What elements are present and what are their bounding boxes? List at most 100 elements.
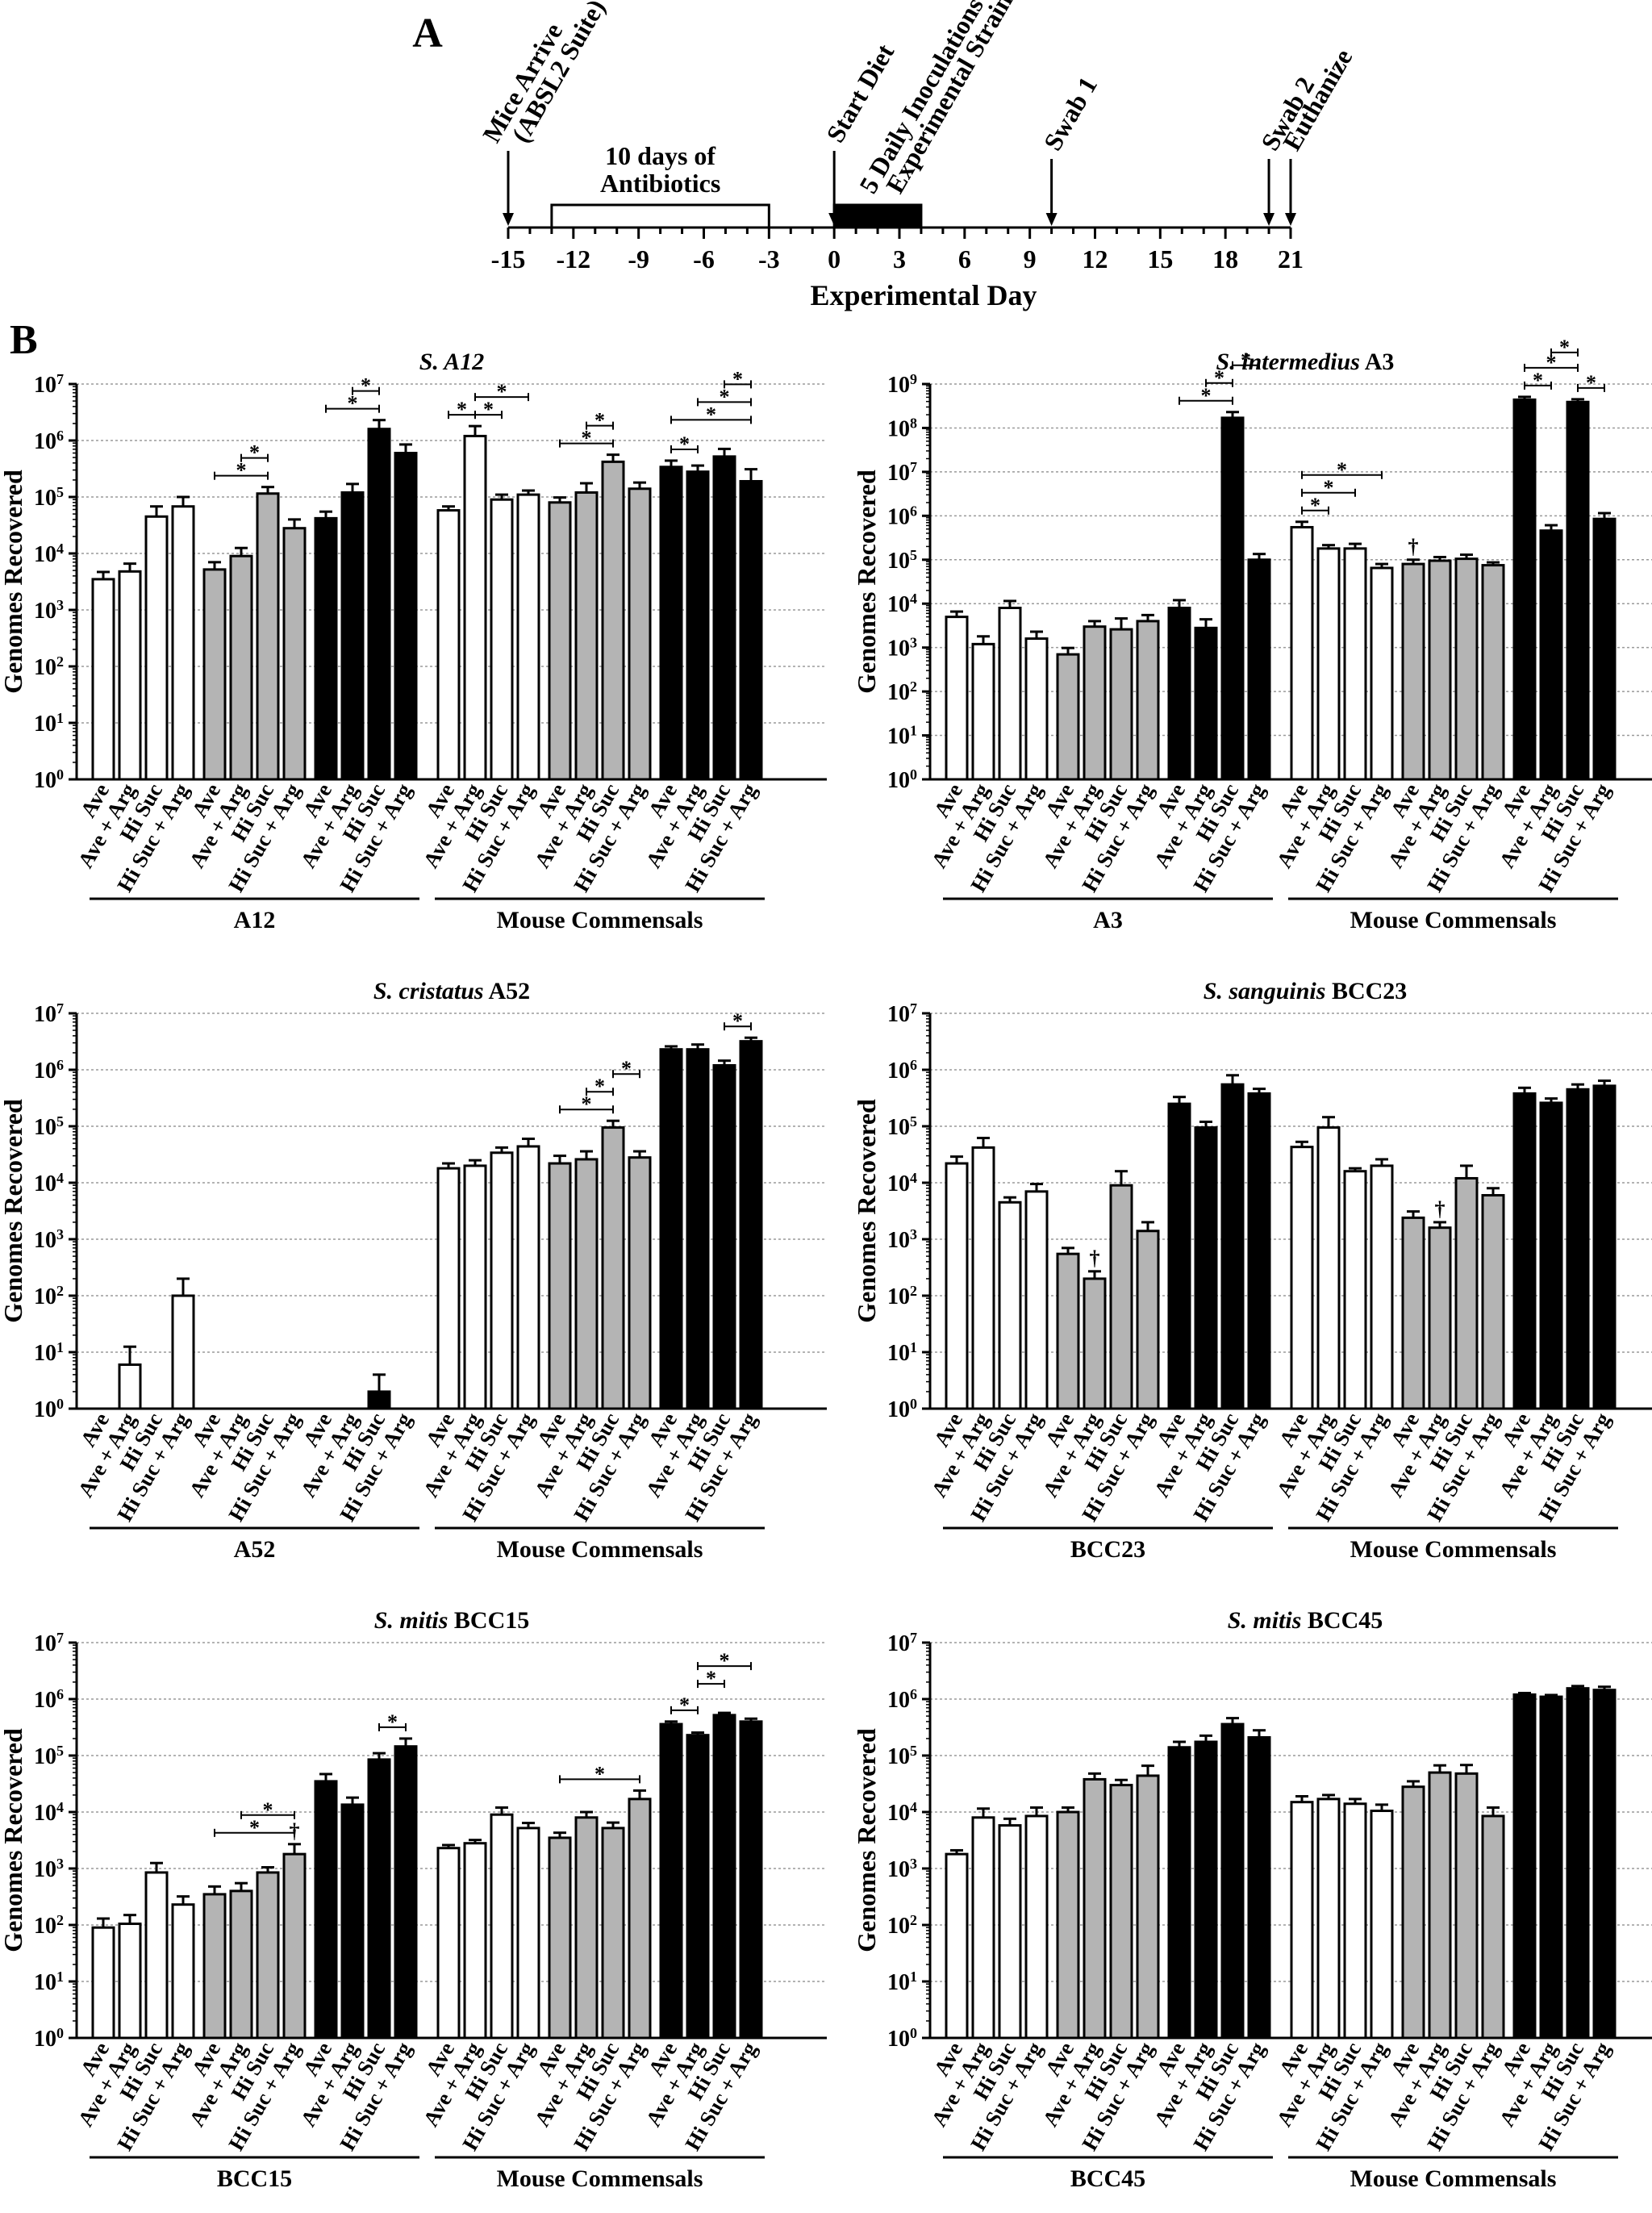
y-tick-exp: 4 [56, 1799, 64, 1815]
y-tick-label: 109 [887, 371, 917, 398]
bar [314, 1780, 338, 2040]
bar [282, 1852, 307, 2040]
bar [659, 1048, 683, 1410]
bar [1290, 1146, 1314, 1410]
y-tick-exp: 1 [910, 1969, 917, 1985]
bar [628, 1156, 652, 1410]
dagger-mark: † [1408, 535, 1419, 558]
bar [1539, 1101, 1563, 1410]
bar [1370, 1164, 1394, 1410]
chart-title-species: S. mitis [374, 1607, 448, 1634]
chart-title-strain: BCC15 [448, 1607, 529, 1634]
bar [998, 1200, 1022, 1410]
y-tick-exp: 6 [910, 1686, 917, 1702]
bar [516, 1827, 540, 2040]
bar [659, 466, 683, 781]
bar [1539, 529, 1563, 781]
y-tick-base: 10 [887, 1397, 910, 1422]
y-tick-exp: 4 [910, 1170, 917, 1186]
group-label: A52 [234, 1536, 276, 1563]
y-tick-exp: 7 [910, 459, 917, 475]
bar [1083, 1777, 1107, 2040]
y-tick-base: 10 [887, 1171, 910, 1196]
bar [1343, 1802, 1367, 2040]
chart-title: S. mitis BCC45 [1228, 1607, 1383, 1634]
bar [1194, 1126, 1218, 1410]
bar [1428, 1771, 1452, 2040]
y-tick-base: 10 [887, 416, 910, 441]
y-tick-label: 100 [34, 1396, 64, 1422]
bar [601, 460, 625, 781]
y-tick-exp: 7 [56, 1000, 64, 1017]
bar [1454, 1772, 1479, 2040]
panel-b-label: B [10, 317, 38, 363]
group-label: Mouse Commensals [497, 1536, 703, 1563]
bar [712, 1714, 736, 2040]
chart-4: S. sanguinis BCC231001011021031041051061… [852, 978, 1652, 1563]
significance-star: * [483, 398, 494, 421]
y-tick-label: 104 [887, 1799, 917, 1826]
bar [1428, 1226, 1452, 1410]
bar [1290, 1801, 1314, 2040]
dagger-mark: † [1435, 1197, 1446, 1221]
y-tick-exp: 0 [910, 766, 917, 783]
y-tick-exp: 5 [910, 1113, 917, 1129]
bar [436, 509, 461, 781]
bar [971, 1146, 995, 1410]
bar [628, 487, 652, 781]
bar [1512, 1092, 1537, 1410]
bar [1316, 547, 1341, 781]
y-tick-label: 106 [887, 1057, 917, 1084]
bar [367, 428, 391, 781]
y-tick-label: 105 [887, 1743, 917, 1769]
y-tick-label: 106 [887, 503, 917, 529]
bar [256, 1871, 280, 2040]
y-tick-base: 10 [887, 504, 910, 529]
group-label: A3 [1093, 907, 1123, 933]
y-tick-base: 10 [34, 373, 56, 398]
bar [1566, 400, 1590, 781]
y-tick-exp: 4 [910, 1799, 917, 1815]
y-tick-base: 10 [887, 1744, 910, 1769]
bar [463, 434, 487, 781]
y-tick-label: 107 [34, 1630, 64, 1656]
group-label: Mouse Commensals [497, 2165, 703, 2192]
y-tick-exp: 7 [56, 1630, 64, 1646]
significance-star: * [720, 1649, 730, 1672]
y-tick-exp: 5 [56, 484, 64, 500]
bar [601, 1827, 625, 2040]
y-tick-label: 106 [34, 1057, 64, 1084]
y-axis-label: Genomes Recovered [0, 470, 27, 694]
y-tick-base: 10 [887, 1970, 910, 1995]
y-tick-base: 10 [34, 1857, 56, 1882]
y-tick-label: 104 [34, 1799, 64, 1826]
y-tick-base: 10 [34, 1970, 56, 1995]
y-tick-label: 105 [34, 484, 64, 511]
bar [118, 570, 142, 781]
significance-star: * [457, 398, 467, 421]
bar [1136, 1774, 1160, 2040]
bar [712, 455, 736, 781]
bar [548, 501, 572, 781]
bar [1194, 1740, 1218, 2040]
bar [340, 1803, 365, 2040]
y-tick-base: 10 [34, 1058, 56, 1084]
bar [144, 1871, 169, 2040]
bar [548, 1162, 572, 1410]
y-tick-base: 10 [887, 1115, 910, 1140]
bar [490, 1151, 514, 1410]
bar [171, 1294, 195, 1410]
significance-star: * [1546, 351, 1557, 374]
bar [229, 1889, 253, 2040]
y-tick-label: 102 [887, 679, 917, 705]
bar [1056, 653, 1080, 781]
significance-star: * [1324, 476, 1334, 499]
bar [659, 1722, 683, 2040]
chart-title-strain: A52 [484, 978, 531, 1004]
bar [1481, 1814, 1505, 2040]
bar [394, 452, 418, 781]
significance-star: * [1533, 369, 1543, 392]
bar [1194, 626, 1218, 781]
bar [1056, 1252, 1080, 1410]
